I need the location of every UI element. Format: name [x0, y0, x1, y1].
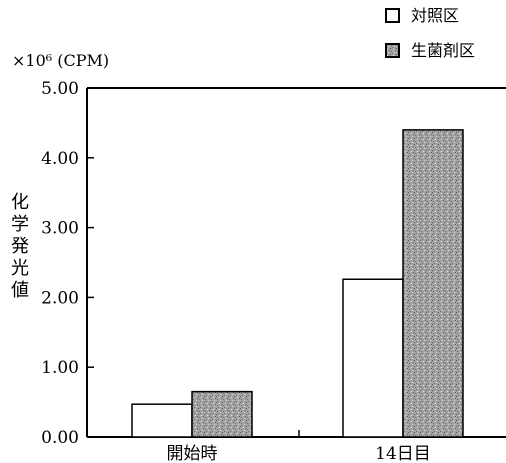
legend: 対照区 生菌剤区 — [385, 6, 475, 60]
y-tick-label: 0.00 — [41, 428, 79, 448]
y-axis-label-char: 化 — [11, 192, 29, 213]
legend-swatch-control — [385, 8, 400, 23]
legend-label-control: 対照区 — [411, 6, 459, 25]
bar-probiotic-day14 — [402, 129, 464, 438]
bar-control-start — [131, 403, 193, 438]
y-tick-label: 3.00 — [41, 219, 79, 239]
category-label: 開始時 — [167, 444, 218, 463]
y-tick-label: 5.00 — [41, 79, 79, 99]
y-axis-label-char: 値 — [11, 280, 29, 301]
y-axis-label-char: 学 — [11, 214, 29, 235]
y-axis-label-char: 光 — [11, 258, 29, 279]
category-labels: 開始時 14日目 — [167, 444, 431, 463]
y-unit-label: ×10⁶ (CPM) — [12, 51, 109, 70]
legend-swatch-probiotic — [385, 43, 400, 58]
bar-probiotic-start — [191, 390, 253, 438]
legend-label-probiotic: 生菌剤区 — [411, 41, 475, 60]
y-tick-label: 1.00 — [41, 358, 79, 378]
y-axis-label-char: 発 — [11, 236, 29, 257]
bars — [131, 129, 464, 438]
bar-control-day14 — [342, 278, 404, 438]
y-tick-label: 2.00 — [41, 288, 79, 308]
category-label: 14日目 — [375, 444, 431, 463]
y-tick-label: 4.00 — [41, 149, 79, 169]
